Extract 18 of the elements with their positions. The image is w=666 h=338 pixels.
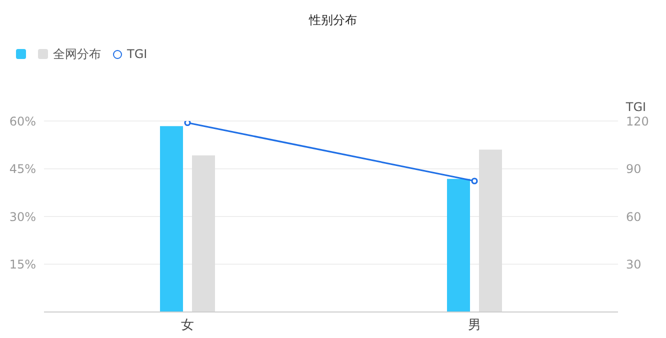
y-tick-label: 60% (9, 114, 36, 128)
y2-axis-title: TGI (624, 100, 646, 114)
bar (447, 178, 470, 312)
y-tick-label: 15% (9, 258, 36, 272)
x-tick-label: 男 (468, 318, 481, 334)
y2-tick-label: 120 (626, 114, 649, 128)
bar (479, 150, 502, 312)
chart-title: 性别分布 (308, 12, 358, 29)
y2-tick-label: 90 (626, 162, 642, 176)
legend-label: TGI (127, 47, 148, 61)
x-tick-label: 女 (181, 318, 194, 334)
y2-tick-label: 30 (626, 258, 642, 272)
y-tick-label: 45% (9, 162, 36, 176)
legend-label: 全网分布 (53, 46, 101, 62)
bar (160, 126, 183, 312)
y-tick-label: 30% (9, 210, 36, 224)
bar (192, 155, 215, 312)
y2-tick-label: 60 (626, 210, 642, 224)
